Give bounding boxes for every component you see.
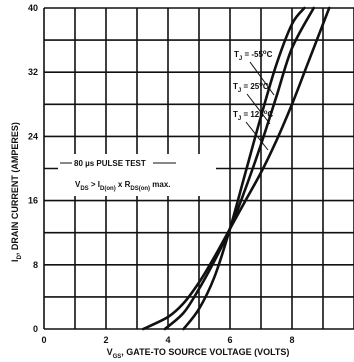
x-tick-label: 4 (165, 335, 170, 345)
annotation-background (58, 154, 216, 196)
x-tick-labels: 0 2 4 6 8 (41, 335, 294, 345)
series-label-minus55: TJ = -55oC (234, 50, 273, 62)
y-tick-label: 32 (28, 67, 38, 77)
y-axis-label: ID, DRAIN CURRENT (AMPERES) (10, 122, 23, 262)
series-line-25 (163, 6, 315, 331)
x-tick-label: 2 (103, 335, 108, 345)
y-tick-label: 0 (33, 324, 38, 334)
series-line-125 (141, 6, 331, 331)
test-condition-annotation: 80 µs PULSE TEST VDS > ID(on) x RDS(on) … (58, 154, 216, 196)
x-axis-label: VGS, GATE-TO SOURCE VOLTAGE (VOLTS) (107, 347, 290, 360)
x-tick-label: 0 (41, 335, 46, 345)
leader-line-minus55 (249, 61, 275, 96)
pulse-test-label: 80 µs PULSE TEST (74, 159, 146, 168)
y-tick-labels: 0 8 16 24 32 40 (28, 3, 38, 334)
leader-line-125 (245, 121, 269, 151)
grid (43, 7, 354, 330)
series-label-125: TJ = 125oC (233, 110, 273, 122)
series-curves (141, 6, 331, 331)
condition-label: VDS > ID(on) x RDS(on) max. (75, 180, 171, 192)
series-labels: TJ = -55oC TJ = 25oC TJ = 125oC (233, 50, 275, 151)
series-label-25: TJ = 25oC (233, 82, 269, 94)
y-tick-label: 8 (33, 260, 38, 270)
x-tick-label: 6 (227, 335, 232, 345)
y-tick-label: 40 (28, 3, 38, 13)
series-line-minus55 (182, 6, 306, 331)
leader-line-25 (246, 93, 271, 125)
y-tick-label: 24 (28, 131, 38, 141)
x-tick-label: 8 (289, 335, 294, 345)
y-tick-label: 16 (28, 196, 38, 206)
